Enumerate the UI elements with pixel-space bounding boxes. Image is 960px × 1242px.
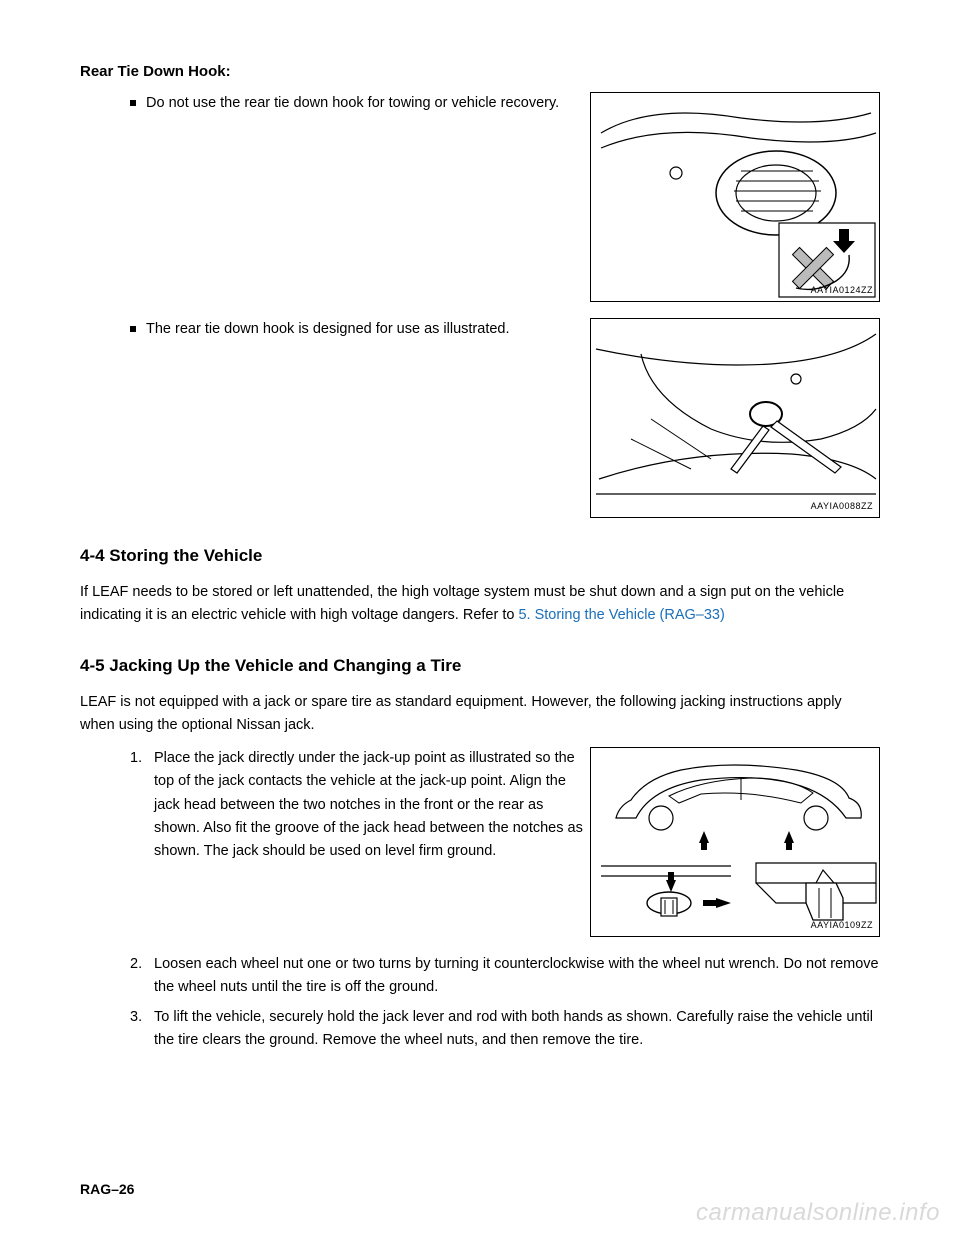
heading-4-4: 4-4 Storing the Vehicle bbox=[80, 542, 880, 569]
figure-2-label: AAYIA0088ZZ bbox=[811, 499, 873, 513]
step3-text: To lift the vehicle, securely hold the j… bbox=[154, 1006, 880, 1052]
bullet1-text: Do not use the rear tie down hook for to… bbox=[146, 92, 559, 115]
para-44: If LEAF needs to be stored or left unatt… bbox=[80, 581, 880, 627]
section-title-rear-hook: Rear Tie Down Hook: bbox=[80, 60, 880, 84]
bullet-icon bbox=[130, 326, 136, 332]
figure-1-label: AAYIA0124ZZ bbox=[811, 283, 873, 297]
figure-1: AAYIA0124ZZ bbox=[590, 92, 880, 302]
figure-3: AAYIA0109ZZ bbox=[590, 747, 880, 937]
ol-num-3: 3. bbox=[130, 1006, 154, 1029]
page-number: RAG–26 bbox=[80, 1178, 134, 1200]
step1-text: Place the jack directly under the jack-u… bbox=[154, 747, 590, 863]
bullet2-text: The rear tie down hook is designed for u… bbox=[146, 318, 510, 341]
para-45-intro: LEAF is not equipped with a jack or spar… bbox=[80, 691, 880, 737]
step2-text: Loosen each wheel nut one or two turns b… bbox=[154, 953, 880, 999]
link-storing-vehicle[interactable]: 5. Storing the Vehicle (RAG–33) bbox=[518, 607, 724, 623]
ol-num-1: 1. bbox=[130, 747, 154, 770]
heading-4-5: 4-5 Jacking Up the Vehicle and Changing … bbox=[80, 652, 880, 679]
watermark: carmanualsonline.info bbox=[696, 1194, 940, 1232]
row-step1: 1. Place the jack directly under the jac… bbox=[80, 747, 880, 937]
figure-3-label: AAYIA0109ZZ bbox=[811, 918, 873, 932]
row-bullet1: Do not use the rear tie down hook for to… bbox=[80, 92, 880, 302]
ol-num-2: 2. bbox=[130, 953, 154, 976]
figure-2: AAYIA0088ZZ bbox=[590, 318, 880, 518]
row-bullet2: The rear tie down hook is designed for u… bbox=[80, 318, 880, 518]
bullet-icon bbox=[130, 100, 136, 106]
para-44-a: If LEAF needs to be stored or left unatt… bbox=[80, 584, 844, 623]
